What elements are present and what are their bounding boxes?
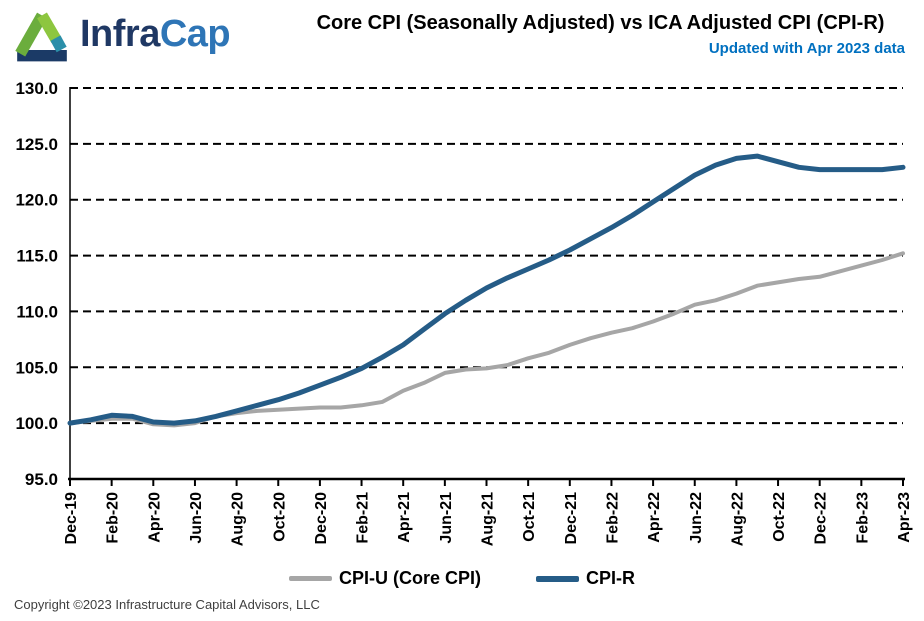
y-axis-label: 115.0 (16, 247, 58, 266)
legend-item: CPI-R (536, 568, 635, 589)
copyright-text: Copyright ©2023 Infrastructure Capital A… (14, 597, 320, 612)
x-axis-label: Apr-23 (896, 492, 913, 543)
x-axis-label: Oct-22 (771, 492, 788, 542)
y-axis-label: 130.0 (15, 79, 58, 98)
logo-text-cap: Cap (159, 13, 231, 55)
series-line-cpi-u-core-cpi (68, 251, 905, 428)
series-line-cpi-r (67, 153, 906, 426)
x-axis-label: Aug-21 (480, 492, 497, 546)
chart-legend: CPI-U (Core CPI) CPI-R (0, 568, 924, 589)
x-axis-label: Aug-22 (729, 492, 746, 546)
y-axis-label: 110.0 (16, 302, 58, 321)
x-axis-label: Oct-21 (521, 492, 538, 542)
chart-subtitle: Updated with Apr 2023 data (708, 40, 905, 57)
y-axis-label: 95.0 (25, 470, 58, 489)
x-axis-label: Oct-20 (271, 492, 288, 542)
legend-label: CPI-R (586, 568, 635, 588)
x-axis-label: Feb-20 (105, 492, 122, 544)
y-axis-label: 125.0 (15, 135, 58, 154)
legend-line-sample-icon (536, 575, 579, 582)
infracap-logo-text: InfraCap (80, 6, 231, 62)
y-axis-label: 105.0 (15, 358, 58, 377)
infracap-logo-triangle-icon (15, 12, 67, 62)
x-axis-label: Aug-20 (230, 492, 247, 546)
legend-line-sample-icon (288, 576, 332, 581)
x-axis-label: Jun-20 (188, 492, 205, 544)
x-axis-label: Dec-20 (313, 492, 330, 545)
x-axis-label: Apr-21 (396, 492, 413, 543)
infracap-logo: InfraCap (12, 6, 231, 62)
x-axis-label: Jun-22 (688, 492, 705, 544)
y-axis-label: 120.0 (15, 191, 58, 210)
x-axis-label: Feb-22 (604, 492, 621, 544)
x-axis-label: Dec-21 (563, 492, 580, 545)
x-axis-label: Apr-22 (646, 492, 663, 543)
x-axis-label: Apr-20 (146, 492, 163, 543)
x-axis-label: Feb-21 (355, 492, 372, 544)
legend-label: CPI-U (Core CPI) (338, 568, 481, 588)
logo-text-infra: Infra (80, 13, 160, 55)
chart-title: Core CPI (Seasonally Adjusted) vs ICA Ad… (316, 12, 885, 34)
x-axis-label: Feb-23 (854, 492, 871, 544)
y-axis-label: 100.0 (15, 414, 58, 433)
x-axis-label: Dec-19 (63, 492, 80, 545)
legend-item: CPI-U (Core CPI) (288, 568, 481, 589)
x-axis-label: Dec-22 (813, 492, 830, 545)
x-axis-label: Jun-21 (438, 492, 455, 544)
